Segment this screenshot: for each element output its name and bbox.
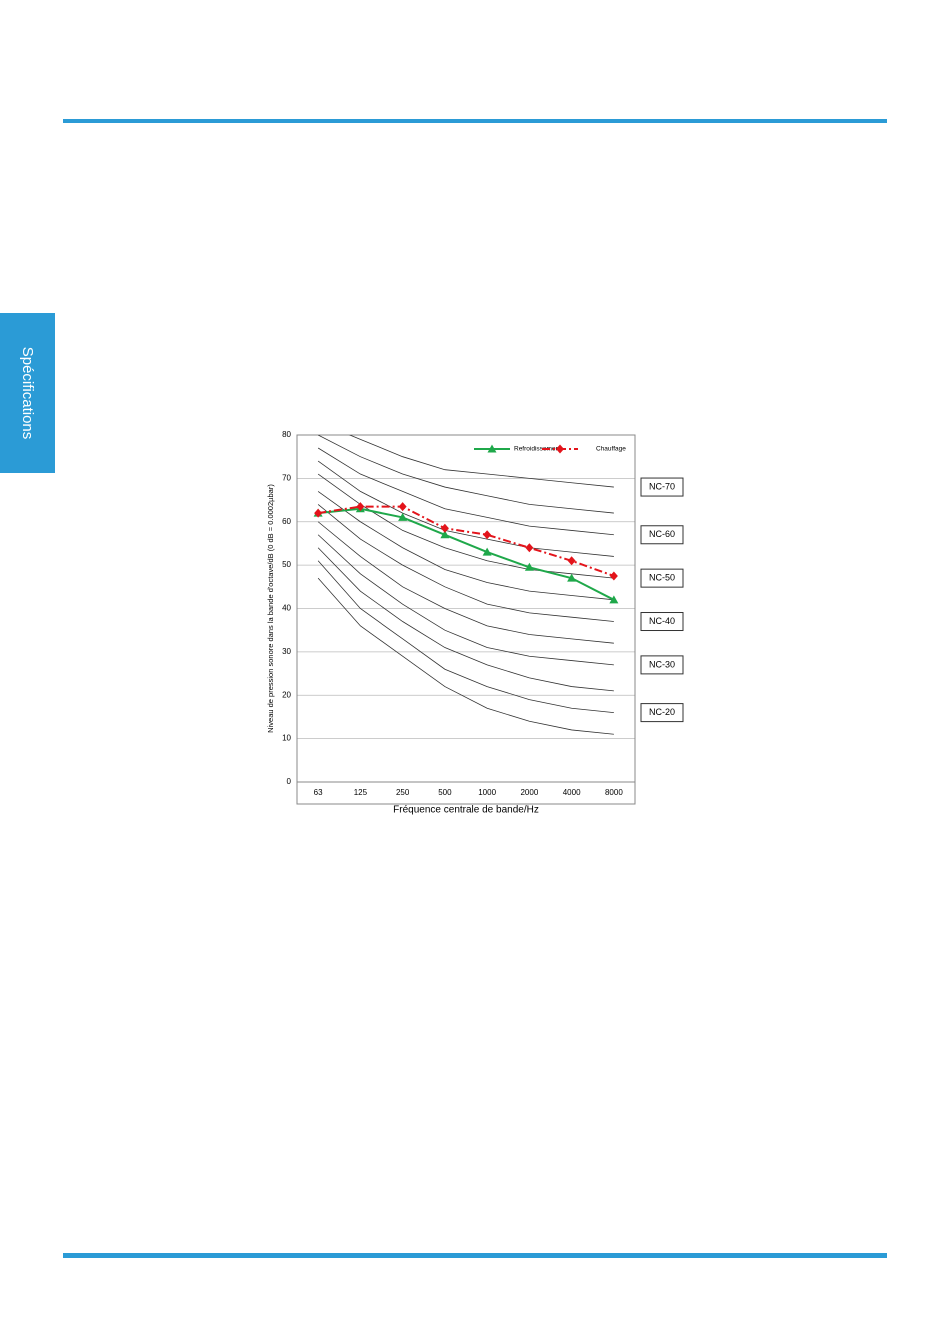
x-tick-label: 8000 [605,788,623,797]
legend-label: Chauffage [596,446,626,453]
y-tick-label: 80 [282,430,291,439]
y-tick-label: 30 [282,647,291,656]
nc-label-box [640,612,684,632]
x-axis-title: Fréquence centrale de bande/Hz [393,805,539,816]
nc-label: NC-40 [649,616,675,626]
data-point [525,543,534,553]
nc-label-box [640,655,684,675]
y-tick-label: 40 [282,604,291,613]
series-line [317,505,615,577]
nc-curve [317,577,614,735]
x-tick-label: 1000 [478,788,496,797]
data-point [567,573,577,582]
data-point [398,502,407,512]
nc-label: NC-70 [649,481,675,491]
nc-curve [317,534,614,666]
nc-label-box [640,525,684,545]
data-point [567,556,576,566]
nc-label: NC-20 [649,707,675,717]
x-tick-label: 4000 [563,788,581,797]
nc-label-box [640,568,684,588]
legend-marker [556,444,564,454]
y-tick-label: 50 [282,560,291,569]
header-rule [63,119,887,123]
data-point [440,523,449,533]
data-point [609,595,619,604]
series-line [318,507,615,601]
nc-curve [317,447,614,536]
nc-curve [348,435,614,488]
x-tick-label: 2000 [520,788,538,797]
x-tick-label: 63 [314,788,323,797]
chart: 0 10 20 30 40 50 60 70 80 63 125 250 500 1000 2000 4000… [266,430,684,816]
x-axis-frame [296,781,636,805]
footer-rule [63,1253,887,1258]
nc-label: NC-30 [649,659,675,669]
sidebar-label: Spécifications [19,347,36,440]
nc-label: NC-50 [649,573,675,583]
nc-label: NC-60 [649,529,675,539]
nc-curve [317,491,614,601]
x-tick-label: 125 [354,788,368,797]
data-point [483,530,492,540]
data-point [314,508,323,518]
nc-curve [317,473,614,579]
nc-curve [317,547,614,692]
y-tick-label: 0 [287,777,292,786]
legend-label: Refroidissement [514,446,561,453]
nc-curve [317,504,614,622]
data-point [609,571,618,581]
data-point [356,502,365,512]
y-tick-label: 70 [282,473,291,482]
nc-curve [317,521,614,644]
reference-curves [317,435,614,735]
data-point [524,562,534,571]
y-tick-label: 10 [282,734,291,743]
x-tick-label: 500 [438,788,452,797]
nc-curve [317,460,614,557]
nc-label-box [640,477,684,497]
data-point [398,512,408,521]
y-axis-title: Niveau de pression sonore dans la bande … [266,484,275,733]
nc-curve [317,435,614,514]
nc-label-box [640,703,684,723]
y-tick-label: 60 [282,517,291,526]
x-tick-label: 250 [396,788,410,797]
sidebar-tab [0,313,55,473]
nc-curve [317,560,614,713]
y-tick-label: 20 [282,690,291,699]
data-point [482,547,492,556]
data-point [440,530,450,539]
legend-marker [487,444,497,453]
